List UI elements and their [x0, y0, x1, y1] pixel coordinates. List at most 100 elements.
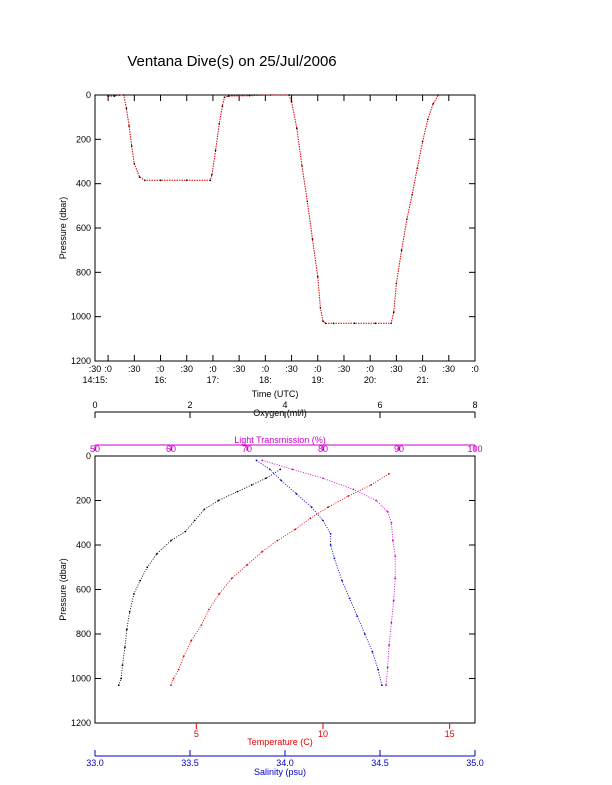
temperature-tick-label: 5 [194, 729, 199, 739]
temperature-point [182, 655, 185, 658]
y-tick-label: 1000 [71, 674, 91, 684]
oxygen-point [265, 477, 267, 480]
pressure-point [319, 307, 322, 309]
y-tick-label: 600 [76, 585, 91, 595]
salinity-point [348, 597, 351, 600]
light-transmission-tick-label: 90 [394, 444, 404, 454]
salinity-point [322, 519, 324, 522]
x-tick-label: :30 [233, 364, 246, 374]
y-tick-label: 0 [86, 90, 91, 100]
light_transmission-point [390, 621, 393, 624]
oxygen-point [170, 539, 172, 542]
pressure-time-chart: 020040060080010001200:30:0:30:0:30:0:30:… [58, 90, 479, 399]
pressure-point [316, 275, 319, 278]
figure-title: Ventana Dive(s) on 25/Jul/2006 [127, 53, 336, 70]
temperature-point [172, 677, 175, 680]
oxygen-profile [118, 469, 281, 686]
oxygen-point [121, 664, 124, 667]
y-tick-label: 1000 [71, 312, 91, 322]
pressure-point [301, 165, 303, 167]
light_transmission-point [392, 539, 394, 542]
temperature-point [218, 593, 221, 595]
pressure-point [138, 176, 141, 178]
x-tick-label: :0 [104, 364, 112, 374]
x-tick-label: :30 [390, 364, 403, 374]
oxygen-point [193, 519, 196, 522]
pressure-point [437, 94, 440, 96]
oxygen-point [217, 499, 220, 502]
y-tick-label: 0 [86, 451, 91, 461]
light_transmission-point [352, 488, 355, 491]
light-transmission-tick-label: 70 [242, 444, 252, 454]
pressure-point [130, 145, 133, 147]
temperature-point [370, 484, 373, 486]
oxygen-point [279, 468, 282, 471]
pressure-point [227, 95, 230, 97]
x-axis-label: Time (UTC) [252, 389, 299, 399]
light_transmission-point [385, 684, 387, 687]
plot-frame [94, 455, 476, 724]
pressure-point [353, 322, 356, 325]
salinity-point [268, 468, 271, 471]
oxygen-point [146, 566, 149, 569]
temperature-tick-label: 15 [445, 729, 455, 739]
x-tick-label: 19: [312, 375, 325, 385]
pressure-point [214, 149, 217, 152]
x-tick-label: 17: [207, 375, 220, 385]
y-tick-label: 1200 [71, 718, 91, 728]
pressure-point [427, 118, 429, 121]
y-axis-label: Pressure (dbar) [58, 558, 68, 621]
salinity-point [377, 668, 379, 671]
light-transmission-axis-label: Light Transmission (%) [234, 435, 326, 445]
oxygen-point [155, 553, 158, 555]
pressure-point [421, 140, 424, 143]
pressure-point [113, 95, 116, 97]
temperature-point [294, 528, 297, 531]
salinity-point [329, 544, 332, 546]
temperature-point [177, 668, 180, 671]
x-tick-label: :0 [157, 364, 165, 374]
light_transmission-point [394, 555, 397, 558]
oxygen-axis-label: Oxygen (ml/l) [253, 408, 307, 418]
pressure-point [395, 282, 398, 285]
x-tick-label: :0 [471, 364, 479, 374]
x-tick-label: :0 [366, 364, 374, 374]
pressure-point [159, 179, 162, 182]
x-tick-label: :30 [443, 364, 456, 374]
y-tick-label: 400 [76, 179, 91, 189]
temperature-point [261, 550, 264, 553]
oxygen-point [128, 610, 131, 613]
oxygen-point [117, 684, 120, 687]
pressure-point [223, 96, 226, 99]
pressure-point [406, 218, 408, 220]
temperature-point [200, 624, 203, 626]
light_transmission-point [388, 644, 391, 647]
light_transmission-profile [262, 459, 396, 686]
light_transmission-point [322, 477, 324, 480]
temperature-point [230, 577, 233, 580]
pressure-point [209, 179, 212, 182]
oxygen-tick-label: 0 [92, 400, 97, 410]
x-tick-label: :30 [338, 364, 351, 374]
x-tick-label: 18: [259, 375, 272, 385]
pressure-point [221, 105, 224, 107]
temperature-point [347, 495, 350, 497]
temperature-point [309, 517, 312, 520]
x-tick-label: :0 [209, 364, 217, 374]
x-tick-label: :0 [262, 364, 270, 374]
light_transmission-point [291, 468, 294, 471]
oxygen-point [139, 579, 142, 582]
oxygen-point [120, 677, 123, 680]
pressure-point [288, 94, 290, 96]
pressure-point [290, 100, 293, 103]
pressure-point [374, 322, 377, 325]
light_transmission-point [394, 577, 397, 580]
pressure-point [400, 249, 403, 251]
pressure-point [332, 322, 335, 325]
x-tick-label: 20: [364, 375, 377, 385]
temperature-point [327, 506, 329, 509]
x-tick-label: :0 [419, 364, 427, 374]
pressure-point [416, 167, 419, 169]
salinity-tick-label: 33.5 [181, 758, 199, 768]
